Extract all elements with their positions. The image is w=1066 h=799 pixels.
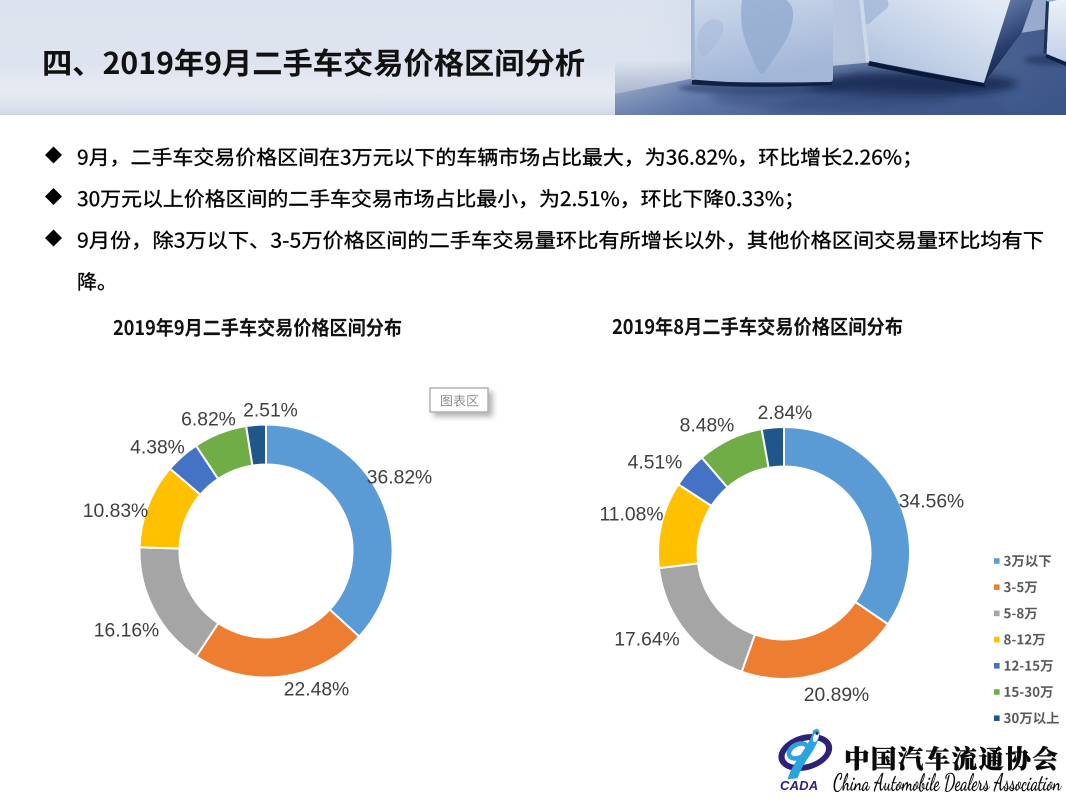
svg-text:8.48%: 8.48% bbox=[680, 416, 735, 437]
svg-text:36.82%: 36.82% bbox=[367, 468, 432, 489]
svg-text:4.51%: 4.51% bbox=[628, 453, 683, 474]
svg-text:34.56%: 34.56% bbox=[899, 492, 964, 513]
svg-text:22.48%: 22.48% bbox=[284, 680, 349, 701]
svg-text:CADA: CADA bbox=[780, 778, 818, 793]
svg-text:11.08%: 11.08% bbox=[600, 505, 664, 526]
svg-text:16.16%: 16.16% bbox=[94, 621, 159, 642]
svg-text:20.89%: 20.89% bbox=[804, 685, 869, 706]
svg-text:6.82%: 6.82% bbox=[181, 410, 236, 431]
svg-text:2.84%: 2.84% bbox=[758, 403, 813, 424]
svg-text:10.83%: 10.83% bbox=[83, 501, 148, 522]
svg-text:2.51%: 2.51% bbox=[243, 401, 298, 422]
svg-text:17.64%: 17.64% bbox=[614, 630, 679, 651]
svg-text:4.38%: 4.38% bbox=[130, 438, 185, 459]
